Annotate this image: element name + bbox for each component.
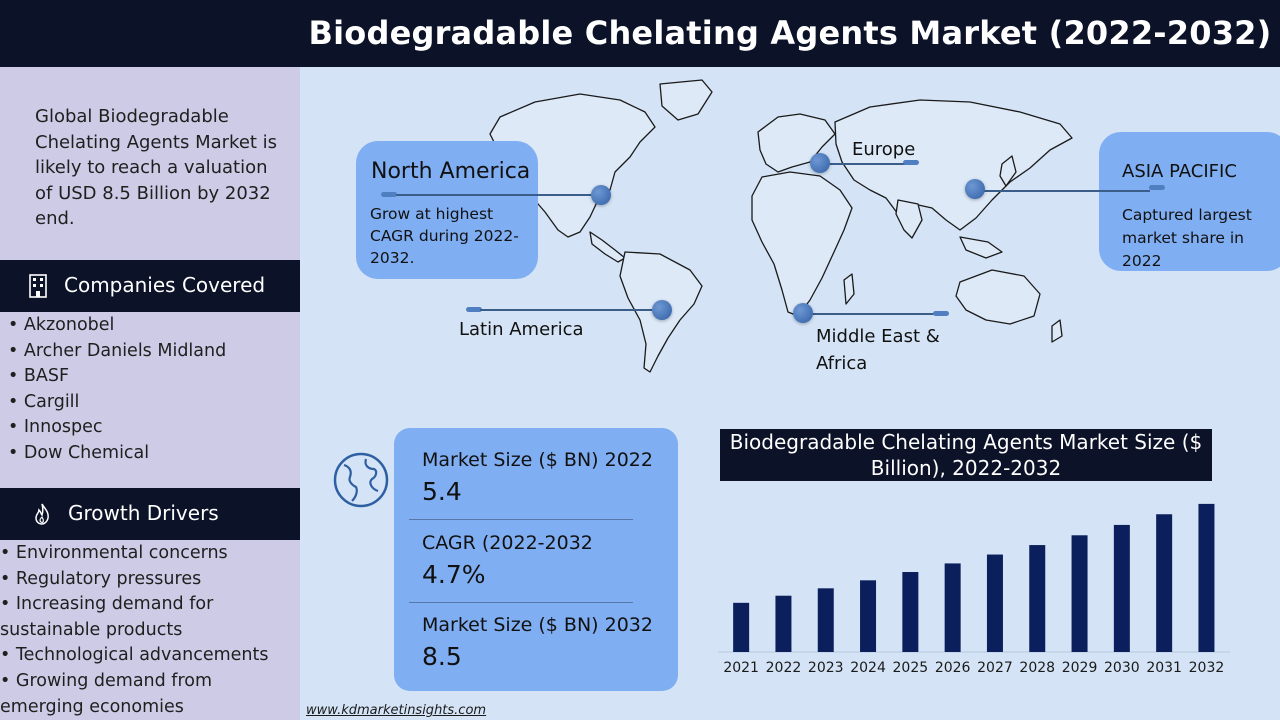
- x-tick-label: 2027: [977, 660, 1013, 676]
- companies-header: Companies Covered: [0, 260, 300, 312]
- europe-label: Europe: [852, 139, 916, 160]
- asia-pacific-text: Captured largest market share in 2022: [1122, 206, 1252, 270]
- list-item: • Cargill: [8, 391, 80, 412]
- x-tick-label: 2024: [850, 660, 886, 676]
- x-tick-label: 2023: [808, 660, 844, 676]
- list-item: • Growing demand from emerging economies: [0, 670, 213, 717]
- asia-pacific-title: ASIA PACIFIC: [1122, 161, 1237, 182]
- x-tick-label: 2028: [1019, 660, 1055, 676]
- stat-value: 5.4: [422, 477, 462, 506]
- footer-link[interactable]: www.kdmarketinsights.com: [306, 703, 487, 718]
- bar-2025: [902, 572, 919, 652]
- x-tick-label: 2031: [1146, 660, 1182, 676]
- bar-2028: [1029, 545, 1046, 652]
- connector-line: [978, 190, 1150, 192]
- left-panel: [0, 67, 300, 720]
- stat-cagr: CAGR (2022-2032 4.7%: [422, 532, 593, 589]
- bar-2027: [986, 554, 1003, 652]
- bar-2032: [1198, 503, 1215, 652]
- connector-line: [804, 313, 944, 315]
- connector-dash: [381, 192, 397, 197]
- bar-2030: [1113, 524, 1130, 652]
- latin-america-marker: [652, 300, 672, 320]
- drivers-heading: Growth Drivers: [68, 501, 219, 525]
- x-tick-label: 2030: [1104, 660, 1140, 676]
- list-item: • Innospec: [8, 417, 103, 438]
- stat-label: Market Size ($ BN) 2022: [422, 449, 653, 471]
- north-america-marker: [591, 185, 611, 205]
- bar-2023: [817, 588, 834, 652]
- companies-heading: Companies Covered: [64, 273, 266, 297]
- divider: [409, 519, 633, 520]
- stat-label: CAGR (2022-2032: [422, 532, 593, 554]
- x-tick-label: 2025: [893, 660, 929, 676]
- title-bar: Biodegradable Chelating Agents Market (2…: [0, 0, 1280, 67]
- list-item: • Dow Chemical: [8, 442, 150, 463]
- list-item: • Regulatory pressures: [0, 568, 202, 589]
- globe-icon: [333, 452, 389, 508]
- x-tick-label: 2029: [1062, 660, 1098, 676]
- bar-2024: [860, 580, 877, 652]
- chart-title: Biodegradable Chelating Agents Market Si…: [720, 429, 1212, 481]
- latin-america-label: Latin America: [459, 319, 584, 340]
- asia-pacific-callout: ASIA PACIFIC Captured largest market sha…: [1099, 132, 1280, 271]
- connector-line: [480, 309, 658, 311]
- intro-text: Global Biodegradable Chelating Agents Ma…: [35, 106, 278, 229]
- connector-line: [396, 194, 601, 196]
- x-tick-label: 2022: [766, 660, 802, 676]
- flame-icon: [35, 503, 49, 525]
- bar-2022: [775, 595, 792, 652]
- companies-list: • Akzonobel • Archer Daniels Midland • B…: [8, 313, 300, 467]
- page-title: Biodegradable Chelating Agents Market (2…: [308, 14, 1272, 52]
- drivers-list: • Environmental concerns • Regulatory pr…: [0, 541, 300, 720]
- list-item: • Archer Daniels Midland: [8, 340, 227, 361]
- connector-dash: [1149, 185, 1165, 190]
- bar-2029: [1071, 535, 1088, 652]
- bar-2031: [1156, 514, 1173, 652]
- stat-value: 8.5: [422, 642, 462, 671]
- bar-2021: [733, 602, 750, 652]
- x-tick-label: 2021: [723, 660, 759, 676]
- stat-market-2032: Market Size ($ BN) 2032 8.5: [422, 614, 653, 671]
- stat-value: 4.7%: [422, 560, 486, 589]
- north-america-callout: North America Grow at highest CAGR durin…: [356, 141, 538, 279]
- stat-label: Market Size ($ BN) 2032: [422, 614, 653, 636]
- x-tick-label: 2032: [1189, 660, 1225, 676]
- mea-label: Middle East & Africa: [816, 326, 940, 374]
- stats-card: Market Size ($ BN) 2022 5.4 CAGR (2022-2…: [394, 428, 678, 691]
- mea-marker: [793, 303, 813, 323]
- stat-market-2022: Market Size ($ BN) 2022 5.4: [422, 449, 653, 506]
- bar-chart: 2021 2022 2023 2024 2025 2026 2027 2028 2029 2030…: [718, 503, 1230, 676]
- north-america-text: Grow at highest CAGR during 2022-2032.: [370, 205, 519, 267]
- europe-marker: [810, 153, 830, 173]
- connector-dash: [466, 307, 482, 312]
- list-item: • Akzonobel: [8, 315, 115, 335]
- list-item: • Increasing demand for sustainable prod…: [0, 594, 214, 640]
- list-item: • Environmental concerns: [0, 543, 228, 563]
- x-tick-label: 2026: [935, 660, 971, 676]
- connector-line: [820, 163, 912, 165]
- drivers-header: Growth Drivers: [0, 488, 300, 540]
- asia-pacific-marker: [965, 179, 985, 199]
- north-america-title: North America: [371, 159, 531, 184]
- building-icon: [29, 274, 47, 298]
- list-item: • Technological advancements: [0, 645, 269, 666]
- connector-dash: [903, 160, 919, 165]
- connector-dash: [933, 311, 949, 316]
- divider: [409, 602, 633, 603]
- list-item: • BASF: [8, 366, 70, 387]
- bar-2026: [944, 563, 961, 652]
